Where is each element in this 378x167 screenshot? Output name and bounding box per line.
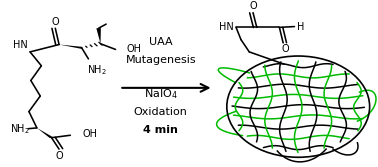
Text: NH$_2$: NH$_2$ [10,122,30,136]
Text: UAA: UAA [149,37,173,47]
Polygon shape [59,45,82,49]
Text: HN: HN [14,40,28,50]
Text: O: O [51,17,59,27]
Ellipse shape [225,55,371,158]
Text: NaIO$_4$: NaIO$_4$ [144,88,178,101]
Text: HN: HN [220,22,234,32]
Text: NH$_2$: NH$_2$ [87,63,107,77]
Text: Mutagenesis: Mutagenesis [125,55,196,65]
Text: 4 min: 4 min [143,125,178,135]
Text: Oxidation: Oxidation [134,107,188,117]
Text: O: O [249,2,257,12]
Text: O: O [55,151,63,161]
Text: OH: OH [127,44,142,54]
Text: H: H [297,22,305,32]
Text: OH: OH [82,129,98,139]
Polygon shape [96,28,101,44]
Text: O: O [281,44,289,54]
Polygon shape [37,128,53,138]
